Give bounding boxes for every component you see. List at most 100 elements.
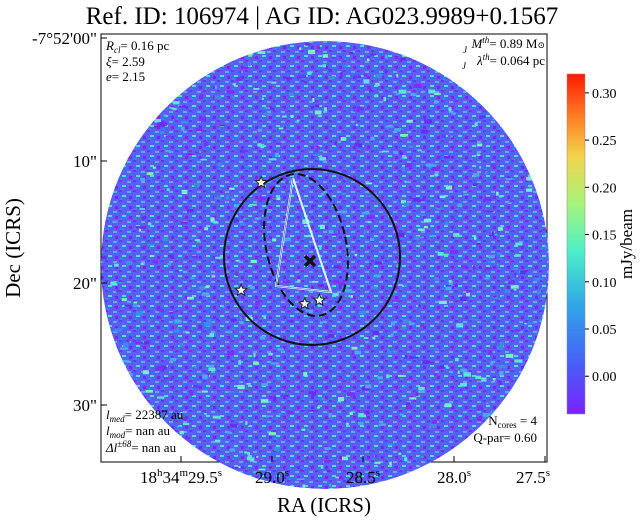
map-speckle xyxy=(123,342,129,347)
map-speckle xyxy=(185,153,194,155)
map-speckle xyxy=(367,215,376,219)
map-speckle xyxy=(332,292,339,297)
map-speckle xyxy=(364,410,370,415)
map-speckle xyxy=(463,206,468,209)
x-tick-2-unit: s xyxy=(376,467,380,479)
map-speckle xyxy=(146,172,154,175)
map-speckle xyxy=(358,421,364,425)
map-speckle xyxy=(476,75,484,78)
map-speckle xyxy=(403,202,410,207)
map-speckle xyxy=(434,347,439,350)
map-speckle xyxy=(193,385,199,388)
map-speckle xyxy=(328,413,332,418)
colorbar-tick-label: 0.25 xyxy=(592,134,617,149)
map-speckle xyxy=(383,97,386,102)
map-speckle xyxy=(242,67,249,70)
map-speckle xyxy=(166,377,170,379)
ann-mj: Mth= 0.89 M⊙ xyxy=(470,35,545,51)
map-speckle xyxy=(248,52,254,56)
map-speckle xyxy=(487,462,491,467)
map-speckle xyxy=(136,311,144,316)
map-speckle xyxy=(433,277,440,281)
colorbar-tick-label: 0.10 xyxy=(592,276,617,291)
map-speckle xyxy=(513,289,517,291)
map-speckle xyxy=(524,402,530,405)
map-speckle xyxy=(163,377,168,380)
ann-lj-rest: = 0.064 pc xyxy=(490,53,546,68)
map-speckle xyxy=(319,149,324,152)
map-speckle xyxy=(218,162,222,167)
map-speckle xyxy=(344,289,353,293)
map-speckle xyxy=(532,88,538,93)
map-speckle xyxy=(349,51,354,55)
map-speckle xyxy=(239,322,245,325)
fit-ellipse xyxy=(263,173,349,317)
map-speckle xyxy=(198,117,207,122)
colorbar-tick-label: 0.15 xyxy=(592,229,617,244)
map-speckle xyxy=(308,49,316,54)
map-speckle xyxy=(375,261,382,265)
map-speckle xyxy=(260,144,265,149)
map-speckle xyxy=(532,361,537,364)
map-speckle xyxy=(187,209,194,213)
map-speckle xyxy=(190,277,195,279)
map-speckle xyxy=(363,79,370,84)
map-speckle xyxy=(420,236,425,239)
map-speckle xyxy=(519,382,524,386)
map-speckle xyxy=(370,237,375,241)
map-speckle xyxy=(386,374,390,379)
map-speckle xyxy=(389,461,392,466)
ann-ncores-sym: N xyxy=(488,413,498,428)
map-speckle xyxy=(375,82,380,86)
map-speckle xyxy=(358,143,363,148)
map-speckle xyxy=(114,263,119,267)
map-speckle xyxy=(425,163,434,167)
map-speckle xyxy=(488,255,495,259)
map-speckle xyxy=(370,137,375,141)
core-star xyxy=(254,175,269,189)
map-speckle xyxy=(537,290,541,295)
map-speckle xyxy=(404,355,408,359)
map-speckle xyxy=(461,264,467,268)
map-speckle xyxy=(266,415,274,418)
annotation-top-right: Mth= 0.89 M⊙ J λth= 0.064 pc J xyxy=(462,35,545,71)
map-speckle xyxy=(231,110,235,114)
map-speckle xyxy=(121,298,127,302)
map-speckle xyxy=(443,253,449,256)
map-speckle xyxy=(246,383,251,385)
map-speckle xyxy=(460,462,465,467)
map-speckle xyxy=(243,218,246,220)
map-speckle xyxy=(319,157,327,161)
map-speckle xyxy=(253,353,256,358)
map-speckle xyxy=(259,184,262,190)
map-speckle xyxy=(486,475,490,480)
map-speckle xyxy=(501,295,505,298)
map-speckle xyxy=(497,227,503,231)
map-speckle xyxy=(455,358,459,362)
map-speckle xyxy=(324,447,331,450)
map-speckle xyxy=(498,117,506,120)
map-speckle xyxy=(109,486,112,489)
map-speckle xyxy=(429,234,437,237)
map-speckle xyxy=(122,359,130,363)
map-speckle xyxy=(107,375,113,378)
map-speckle xyxy=(406,402,410,406)
map-speckle xyxy=(144,341,150,345)
map-speckle xyxy=(104,202,110,205)
map-speckle xyxy=(443,155,451,159)
map-speckle xyxy=(344,294,349,297)
map-speckle xyxy=(472,183,478,187)
map-speckle xyxy=(354,350,362,355)
map-speckle xyxy=(414,236,420,241)
map-speckle xyxy=(548,139,549,143)
map-speckle xyxy=(229,448,235,452)
map-speckle xyxy=(335,300,339,304)
map-speckle xyxy=(400,200,406,204)
map-speckle xyxy=(373,487,379,489)
map-speckle xyxy=(320,465,324,469)
map-speckle xyxy=(364,230,367,235)
map-speckle xyxy=(321,192,325,196)
ann-xi: ξ= 2.59 xyxy=(106,54,145,69)
map-speckle xyxy=(255,217,261,220)
map-speckle xyxy=(428,361,434,364)
